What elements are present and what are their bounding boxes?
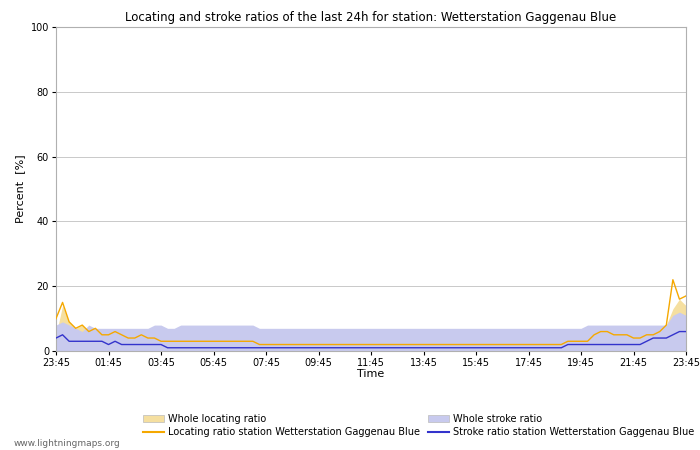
Text: www.lightningmaps.org: www.lightningmaps.org: [14, 439, 120, 448]
X-axis label: Time: Time: [358, 369, 384, 379]
Title: Locating and stroke ratios of the last 24h for station: Wetterstation Gaggenau B: Locating and stroke ratios of the last 2…: [125, 11, 617, 24]
Y-axis label: Percent  [%]: Percent [%]: [15, 155, 25, 223]
Legend: Whole locating ratio, Locating ratio station Wetterstation Gaggenau Blue, Whole : Whole locating ratio, Locating ratio sta…: [143, 414, 694, 437]
